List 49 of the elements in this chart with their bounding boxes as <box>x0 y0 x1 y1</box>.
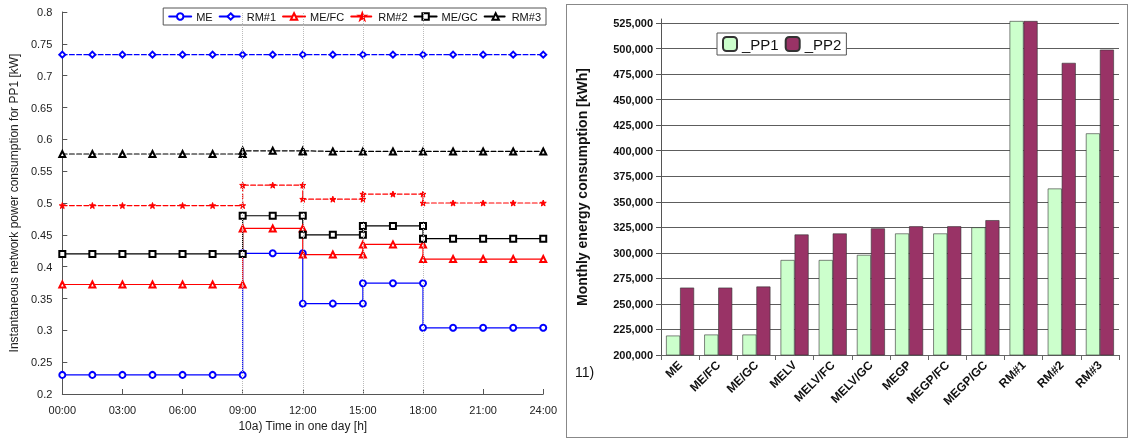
y-tick-label: 300,000 <box>613 246 653 259</box>
legend-label: _PP1 <box>741 35 779 53</box>
x-axis-title: 10a) Time in one day [h] <box>238 418 368 433</box>
x-tick-label: 09:00 <box>228 403 257 416</box>
x-tick-label: 06:00 <box>168 403 197 416</box>
y-tick-label: 0.2 <box>37 388 53 400</box>
y-tick-label: 0.3 <box>37 324 53 337</box>
y-tick-label: 0.4 <box>37 260 53 273</box>
legend-label: RM#1 <box>246 10 277 23</box>
y-axis-title: Monthly energy consumption [kWh] <box>574 68 590 306</box>
y-tick-label: 250,000 <box>613 297 653 310</box>
y-tick-label: 225,000 <box>613 323 653 336</box>
y-tick-label: 0.65 <box>30 101 53 114</box>
x-tick-label: 00:00 <box>48 403 77 416</box>
y-tick-label: 0.45 <box>30 228 53 241</box>
y-tick-label: 500,000 <box>613 42 653 55</box>
text: 11) <box>575 364 595 380</box>
x-tick-label: 21:00 <box>469 403 497 416</box>
y-tick-label: 0.25 <box>30 356 53 369</box>
y-tick-label: 400,000 <box>613 144 653 157</box>
y-tick-label: 325,000 <box>613 221 653 234</box>
legend-label: ME <box>196 10 213 23</box>
x-tick-label: 18:00 <box>409 403 437 416</box>
y-tick-label: 0.5 <box>37 197 53 209</box>
legend-label: RM#2 <box>378 10 408 23</box>
x-tick-label: 15:00 <box>349 403 377 416</box>
legend-label: _PP2 <box>803 35 842 53</box>
y-tick-label: 0.35 <box>30 292 53 305</box>
y-tick-label: 475,000 <box>613 68 653 81</box>
y-axis-title: Instantaneous network power consumption for PP1 [kW] <box>7 53 21 353</box>
y-tick-label: 350,000 <box>613 195 653 208</box>
y-tick-label: 0.7 <box>37 69 53 82</box>
y-tick-label: 375,000 <box>613 170 653 183</box>
x-tick-label: ME <box>662 358 686 381</box>
y-tick-label: 450,000 <box>613 93 653 106</box>
y-tick-label: 0.55 <box>30 165 53 178</box>
y-tick-label: 200,000 <box>613 349 653 361</box>
y-tick-label: 425,000 <box>613 119 653 132</box>
x-tick-label: 24:00 <box>529 403 557 416</box>
legend-label: RM#3 <box>511 10 541 23</box>
y-tick-label: 275,000 <box>613 272 653 285</box>
y-tick-label: 0.8 <box>37 6 53 18</box>
x-tick-label: 12:00 <box>289 403 317 416</box>
legend-label: ME/FC <box>310 10 345 23</box>
y-tick-label: 0.6 <box>37 133 53 146</box>
y-tick-label: 0.75 <box>30 37 53 50</box>
y-tick-label: 525,000 <box>613 17 653 30</box>
legend-label: ME/GC <box>441 10 478 23</box>
x-tick-label: 03:00 <box>108 403 137 416</box>
